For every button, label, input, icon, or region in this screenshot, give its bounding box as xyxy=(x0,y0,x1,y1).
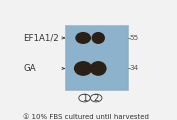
Bar xyxy=(65,25,128,90)
Ellipse shape xyxy=(90,61,107,76)
Text: EF1A1/2: EF1A1/2 xyxy=(24,33,59,42)
Text: 34: 34 xyxy=(129,65,139,71)
Ellipse shape xyxy=(74,61,92,76)
Text: ① 10% FBS cultured until harvested: ① 10% FBS cultured until harvested xyxy=(24,114,149,120)
Text: 55: 55 xyxy=(129,35,139,41)
Bar xyxy=(67,26,126,89)
Ellipse shape xyxy=(75,32,91,44)
Text: 2: 2 xyxy=(94,93,99,102)
Text: 1: 1 xyxy=(82,93,87,102)
Text: GA: GA xyxy=(24,64,36,73)
Ellipse shape xyxy=(92,32,105,44)
